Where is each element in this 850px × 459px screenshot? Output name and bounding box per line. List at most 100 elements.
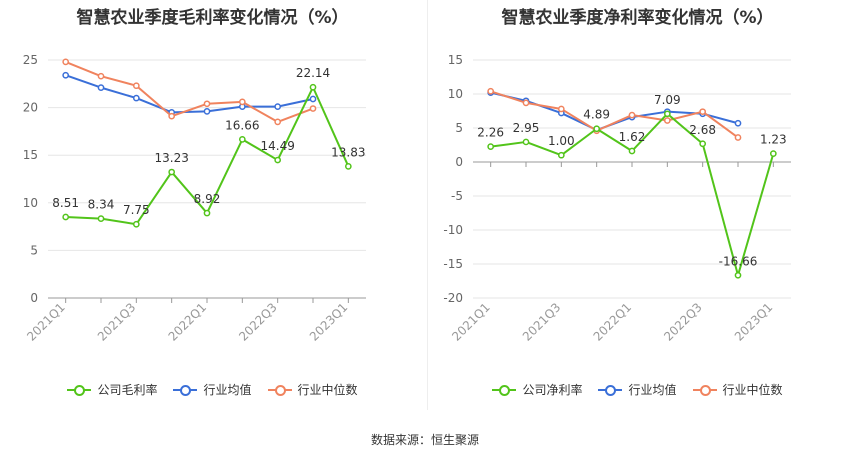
company-data-point — [663, 110, 671, 118]
company-data-point — [168, 168, 176, 176]
data-label: 8.92 — [194, 192, 221, 206]
industry_avg-data-point — [734, 119, 742, 127]
gross-margin-chart-title: 智慧农业季度毛利率变化情况（%） — [76, 8, 349, 28]
data-label: 14.49 — [260, 139, 294, 153]
legend-label: 行业中位数 — [297, 383, 358, 397]
industry_median-series-line — [490, 90, 739, 139]
legend-item-company[interactable]: 公司净利率 — [492, 381, 582, 398]
net-margin-legend: 公司净利率 行业均值 行业中位数 — [425, 381, 850, 398]
company-data-point — [62, 213, 70, 221]
company-data-point — [699, 140, 707, 148]
data-label: 4.89 — [583, 108, 610, 122]
legend-line-marker-icon — [598, 383, 623, 397]
x-tick-label: 2023Q1 — [732, 300, 776, 344]
y-tick-label: -20 — [443, 291, 463, 305]
data-label: 1.23 — [760, 133, 787, 147]
industry_median-data-point — [309, 105, 317, 112]
company-data-point — [274, 156, 282, 164]
data-label: 13.83 — [331, 145, 365, 159]
data-label: 16.66 — [225, 118, 259, 132]
net-margin-chart: -20 -15 -10 -5 0 5 10 15 2021Q1 2021Q3 2022Q1 2022Q… — [443, 53, 791, 344]
legend-label: 行业中位数 — [722, 383, 783, 397]
legend-line-marker-icon — [692, 383, 717, 397]
legend-line-marker-icon — [267, 383, 292, 397]
data-label: 22.14 — [296, 66, 330, 80]
data-label: 2.95 — [513, 121, 540, 135]
x-tick-label: 2022Q1 — [591, 300, 635, 344]
y-tick-label: 5 — [455, 121, 463, 135]
y-tick-label: 20 — [23, 101, 38, 115]
y-tick-label: -15 — [443, 257, 463, 271]
legend-line-marker-icon — [67, 383, 92, 397]
industry_median-data-point — [734, 134, 742, 141]
industry_avg-data-point — [62, 71, 70, 79]
x-tick-label: 2022Q3 — [661, 300, 705, 344]
data-label: 2.68 — [689, 123, 716, 137]
company-data-point — [238, 136, 246, 143]
data-label: 8.51 — [52, 196, 79, 210]
company-data-point — [593, 125, 601, 133]
industry_median-data-point — [62, 58, 70, 66]
x-tick-label: 2022Q1 — [166, 300, 210, 344]
y-tick-label: 25 — [23, 53, 38, 67]
industry_median-data-point — [557, 105, 565, 113]
industry_avg-data-point — [203, 108, 211, 115]
industry_median-data-point — [168, 112, 176, 120]
x-tick-label: 2021Q1 — [449, 300, 493, 344]
x-tick-label: 2021Q1 — [24, 300, 68, 344]
company-data-point — [628, 147, 636, 155]
data-label: 2.26 — [477, 126, 504, 140]
legend-item-industry_median[interactable]: 行业中位数 — [692, 381, 783, 398]
industry_avg-data-point — [97, 84, 105, 91]
industry_median-series-line — [65, 60, 314, 123]
industry_avg-data-point — [309, 95, 317, 103]
company-data-point — [734, 271, 742, 279]
company-data-point — [132, 220, 140, 228]
y-tick-label: 0 — [30, 291, 38, 305]
legend-label: 行业均值 — [203, 383, 252, 397]
y-tick-label: 15 — [23, 148, 38, 162]
industry_median-data-point — [238, 98, 246, 106]
company-data-point — [557, 151, 565, 159]
data-label: 13.23 — [154, 151, 188, 165]
industry_median-data-point — [203, 100, 211, 108]
industry_median-data-point — [628, 111, 636, 119]
company-data-point — [344, 162, 352, 170]
legend-item-industry_median[interactable]: 行业中位数 — [267, 381, 358, 398]
x-tick-label: 2021Q3 — [95, 300, 139, 344]
gross-margin-legend: 公司毛利率 行业均值 行业中位数 — [0, 381, 425, 398]
data-label: -16.66 — [719, 254, 758, 268]
legend-item-company[interactable]: 公司毛利率 — [67, 381, 157, 398]
legend-label: 公司毛利率 — [97, 383, 158, 397]
gross-margin-chart: 0 5 10 15 20 25 2021Q1 2021Q3 2022Q1 2022Q3 2023Q1… — [23, 53, 366, 344]
net-margin-chart-title: 智慧农业季度净利率变化情况（%） — [501, 8, 774, 28]
industry_median-data-point — [132, 82, 140, 90]
company-data-point — [309, 83, 317, 91]
company-data-point — [203, 209, 211, 217]
x-tick-label: 2021Q3 — [520, 300, 564, 344]
y-tick-label: 0 — [455, 155, 463, 169]
legend-label: 公司净利率 — [522, 383, 583, 397]
company-data-point — [522, 138, 530, 146]
company-data-point — [97, 215, 105, 222]
legend-item-industry_avg[interactable]: 行业均值 — [598, 381, 677, 398]
y-tick-label: -10 — [443, 223, 463, 237]
industry_avg-data-point — [132, 94, 140, 102]
industry_avg-series-line — [65, 74, 314, 114]
industry_avg-data-point — [274, 103, 282, 110]
y-tick-label: 10 — [448, 87, 463, 101]
industry_median-data-point — [663, 117, 671, 124]
data-label: 7.75 — [123, 203, 150, 217]
data-label: 7.09 — [654, 93, 681, 107]
data-label: 1.62 — [619, 130, 646, 144]
legend-item-industry_avg[interactable]: 行业均值 — [173, 381, 252, 398]
panel-divider — [427, 0, 428, 410]
data-source-note: 数据来源：恒生聚源 — [370, 433, 479, 447]
industry_median-data-point — [699, 108, 707, 116]
legend-line-marker-icon — [173, 383, 198, 397]
industry_median-data-point — [274, 118, 282, 126]
legend-line-marker-icon — [492, 383, 517, 397]
y-tick-label: 5 — [30, 243, 38, 257]
legend-label: 行业均值 — [628, 383, 677, 397]
x-tick-label: 2023Q1 — [307, 300, 351, 344]
